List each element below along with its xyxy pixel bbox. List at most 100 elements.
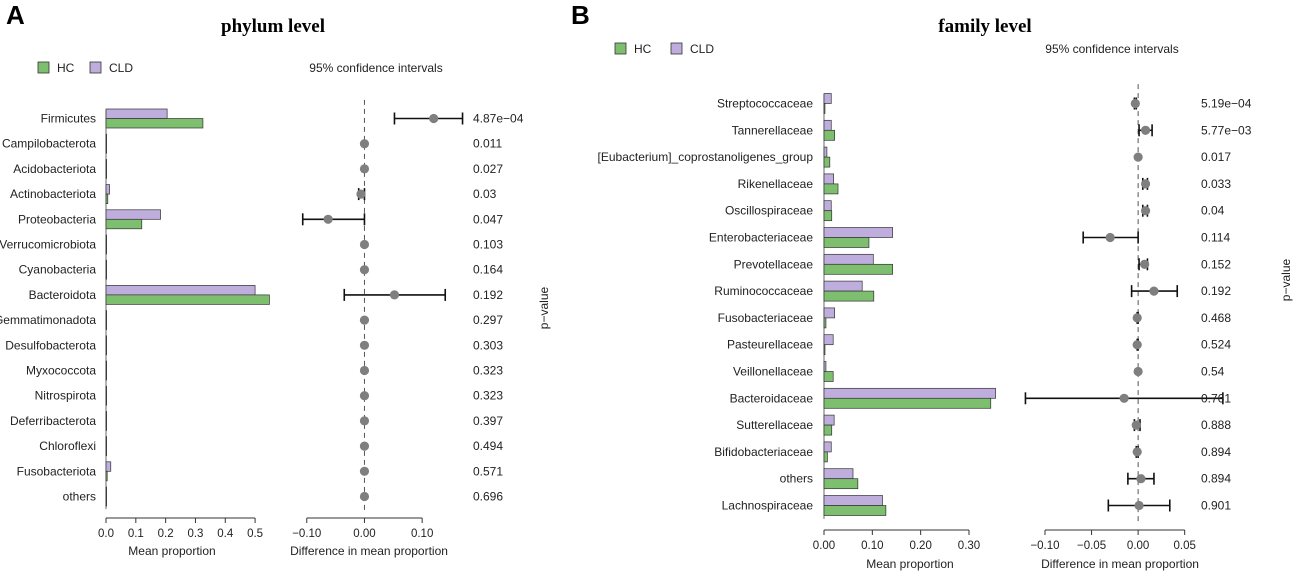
category-label: Oscillospiraceae	[725, 204, 813, 218]
ci-label-a: 95% confidence intervals	[309, 61, 442, 75]
bar-hc	[823, 478, 859, 490]
ci-label-b: 95% confidence intervals	[1045, 42, 1178, 56]
bar-hc	[823, 344, 826, 356]
bar-hc	[105, 244, 107, 255]
difference-point	[1140, 179, 1151, 189]
difference-point	[356, 189, 366, 199]
difference-point	[1140, 259, 1150, 269]
pvalue-label-a: p−value	[537, 286, 551, 329]
category-label: Bifidobacteriaceae	[714, 445, 813, 459]
difference-point	[1132, 340, 1142, 350]
category-label: Nitrospirota	[35, 389, 97, 403]
p-value-label: 0.397	[473, 414, 503, 428]
difference-point	[1136, 474, 1146, 484]
category-label: Fusobacteriota	[17, 464, 97, 478]
category-label: Deferribacterota	[10, 414, 96, 428]
diff-axis-tick-label: 0.05	[1173, 540, 1195, 552]
panel-a-label: A	[6, 0, 25, 30]
p-value-label: 0.494	[473, 439, 503, 453]
bar-hc	[105, 496, 107, 507]
category-label: Ruminococcaceae	[714, 284, 813, 298]
p-value-label: 0.894	[1201, 472, 1231, 486]
difference-point	[359, 491, 370, 502]
p-value-label: 5.77e−03	[1201, 123, 1252, 137]
bar-hc	[105, 370, 107, 381]
bar-hc	[823, 290, 875, 302]
bar-cld	[823, 387, 996, 399]
category-label: Proteobacteria	[18, 212, 96, 226]
category-label: Bacteroidaceae	[730, 391, 814, 405]
p-value-label: 0.152	[1201, 257, 1231, 271]
difference-point	[1140, 125, 1151, 135]
category-label: others	[780, 472, 813, 486]
legend-cld-label-b: CLD	[690, 42, 714, 56]
bar-hc	[823, 371, 834, 382]
bar-hc	[105, 143, 107, 154]
p-value-label: 0.888	[1201, 418, 1231, 432]
bar-cld	[823, 307, 835, 319]
bar-hc	[105, 118, 204, 129]
bar-cld	[105, 360, 107, 371]
mean-axis-tick-label: 0.3	[187, 528, 203, 540]
bar-hc	[823, 424, 833, 436]
difference-point	[389, 290, 400, 300]
category-label: Desulfobacterota	[5, 338, 96, 352]
mean-axis-label-a: Mean proportion	[128, 544, 215, 558]
bar-cld	[105, 133, 107, 145]
diff-axis-tick-label: −0.05	[1077, 540, 1106, 552]
difference-point	[323, 214, 333, 224]
bar-cld	[823, 200, 832, 212]
bar-hc	[823, 210, 833, 222]
mean-axis-tick-label: 0.30	[958, 540, 980, 552]
p-value-label: 0.114	[1201, 231, 1230, 245]
bar-hc	[823, 397, 992, 409]
bar-cld	[823, 146, 828, 158]
category-label: Enterobacteriaceae	[709, 231, 813, 245]
mean-axis-tick-label: 0.4	[217, 528, 234, 540]
category-label: Acidobacteriota	[13, 162, 96, 176]
panel-b-chart: 0.00 0.10 0.20 0.30 −0.10 −0.05 0.00 0.05 Strept…	[598, 84, 1252, 552]
p-value-label: 0.297	[473, 313, 503, 327]
mean-axis-tick-label: 0.00	[813, 540, 835, 552]
bar-cld	[105, 108, 168, 119]
bar-cld	[823, 280, 863, 292]
bar-cld	[105, 184, 110, 195]
category-label: Pasteurellaceae	[727, 338, 813, 352]
bar-cld	[105, 234, 107, 245]
bar-cld	[823, 441, 832, 453]
bar-hc	[105, 395, 107, 406]
bar-cld	[105, 486, 107, 497]
p-value-label: 0.04	[1201, 204, 1225, 218]
p-value-label: 0.192	[1201, 284, 1231, 298]
difference-point	[359, 416, 370, 426]
p-value-label: 0.017	[1201, 150, 1231, 164]
bar-cld	[823, 495, 883, 506]
bar-hc	[823, 317, 827, 329]
p-value-label: 0.047	[473, 212, 503, 226]
diff-axis-tick-label: 0.00	[1127, 540, 1149, 552]
p-value-label: 0.03	[473, 187, 497, 201]
bar-hc	[823, 103, 826, 114]
difference-point	[1131, 420, 1141, 430]
difference-point	[359, 164, 370, 174]
difference-point	[1105, 232, 1115, 243]
bar-cld	[823, 173, 835, 185]
mean-axis-tick-label: 0.2	[158, 528, 174, 540]
diff-axis-tick-label: 0.00	[353, 528, 375, 540]
bar-cld	[823, 414, 835, 426]
bar-cld	[823, 361, 827, 372]
difference-point	[1134, 500, 1144, 511]
legend-hc-swatch-b	[614, 42, 627, 55]
bar-hc	[105, 470, 108, 482]
difference-point	[359, 441, 370, 451]
mean-axis-label-b: Mean proportion	[866, 557, 953, 571]
category-label: Rikenellaceae	[738, 177, 814, 191]
bar-cld	[823, 253, 874, 265]
difference-point	[1119, 393, 1129, 403]
bar-cld	[823, 468, 854, 480]
p-value-label: 0.192	[473, 288, 503, 302]
p-value-label: 0.011	[473, 137, 502, 151]
bar-hc	[105, 193, 109, 204]
p-value-label: 0.696	[473, 490, 503, 504]
